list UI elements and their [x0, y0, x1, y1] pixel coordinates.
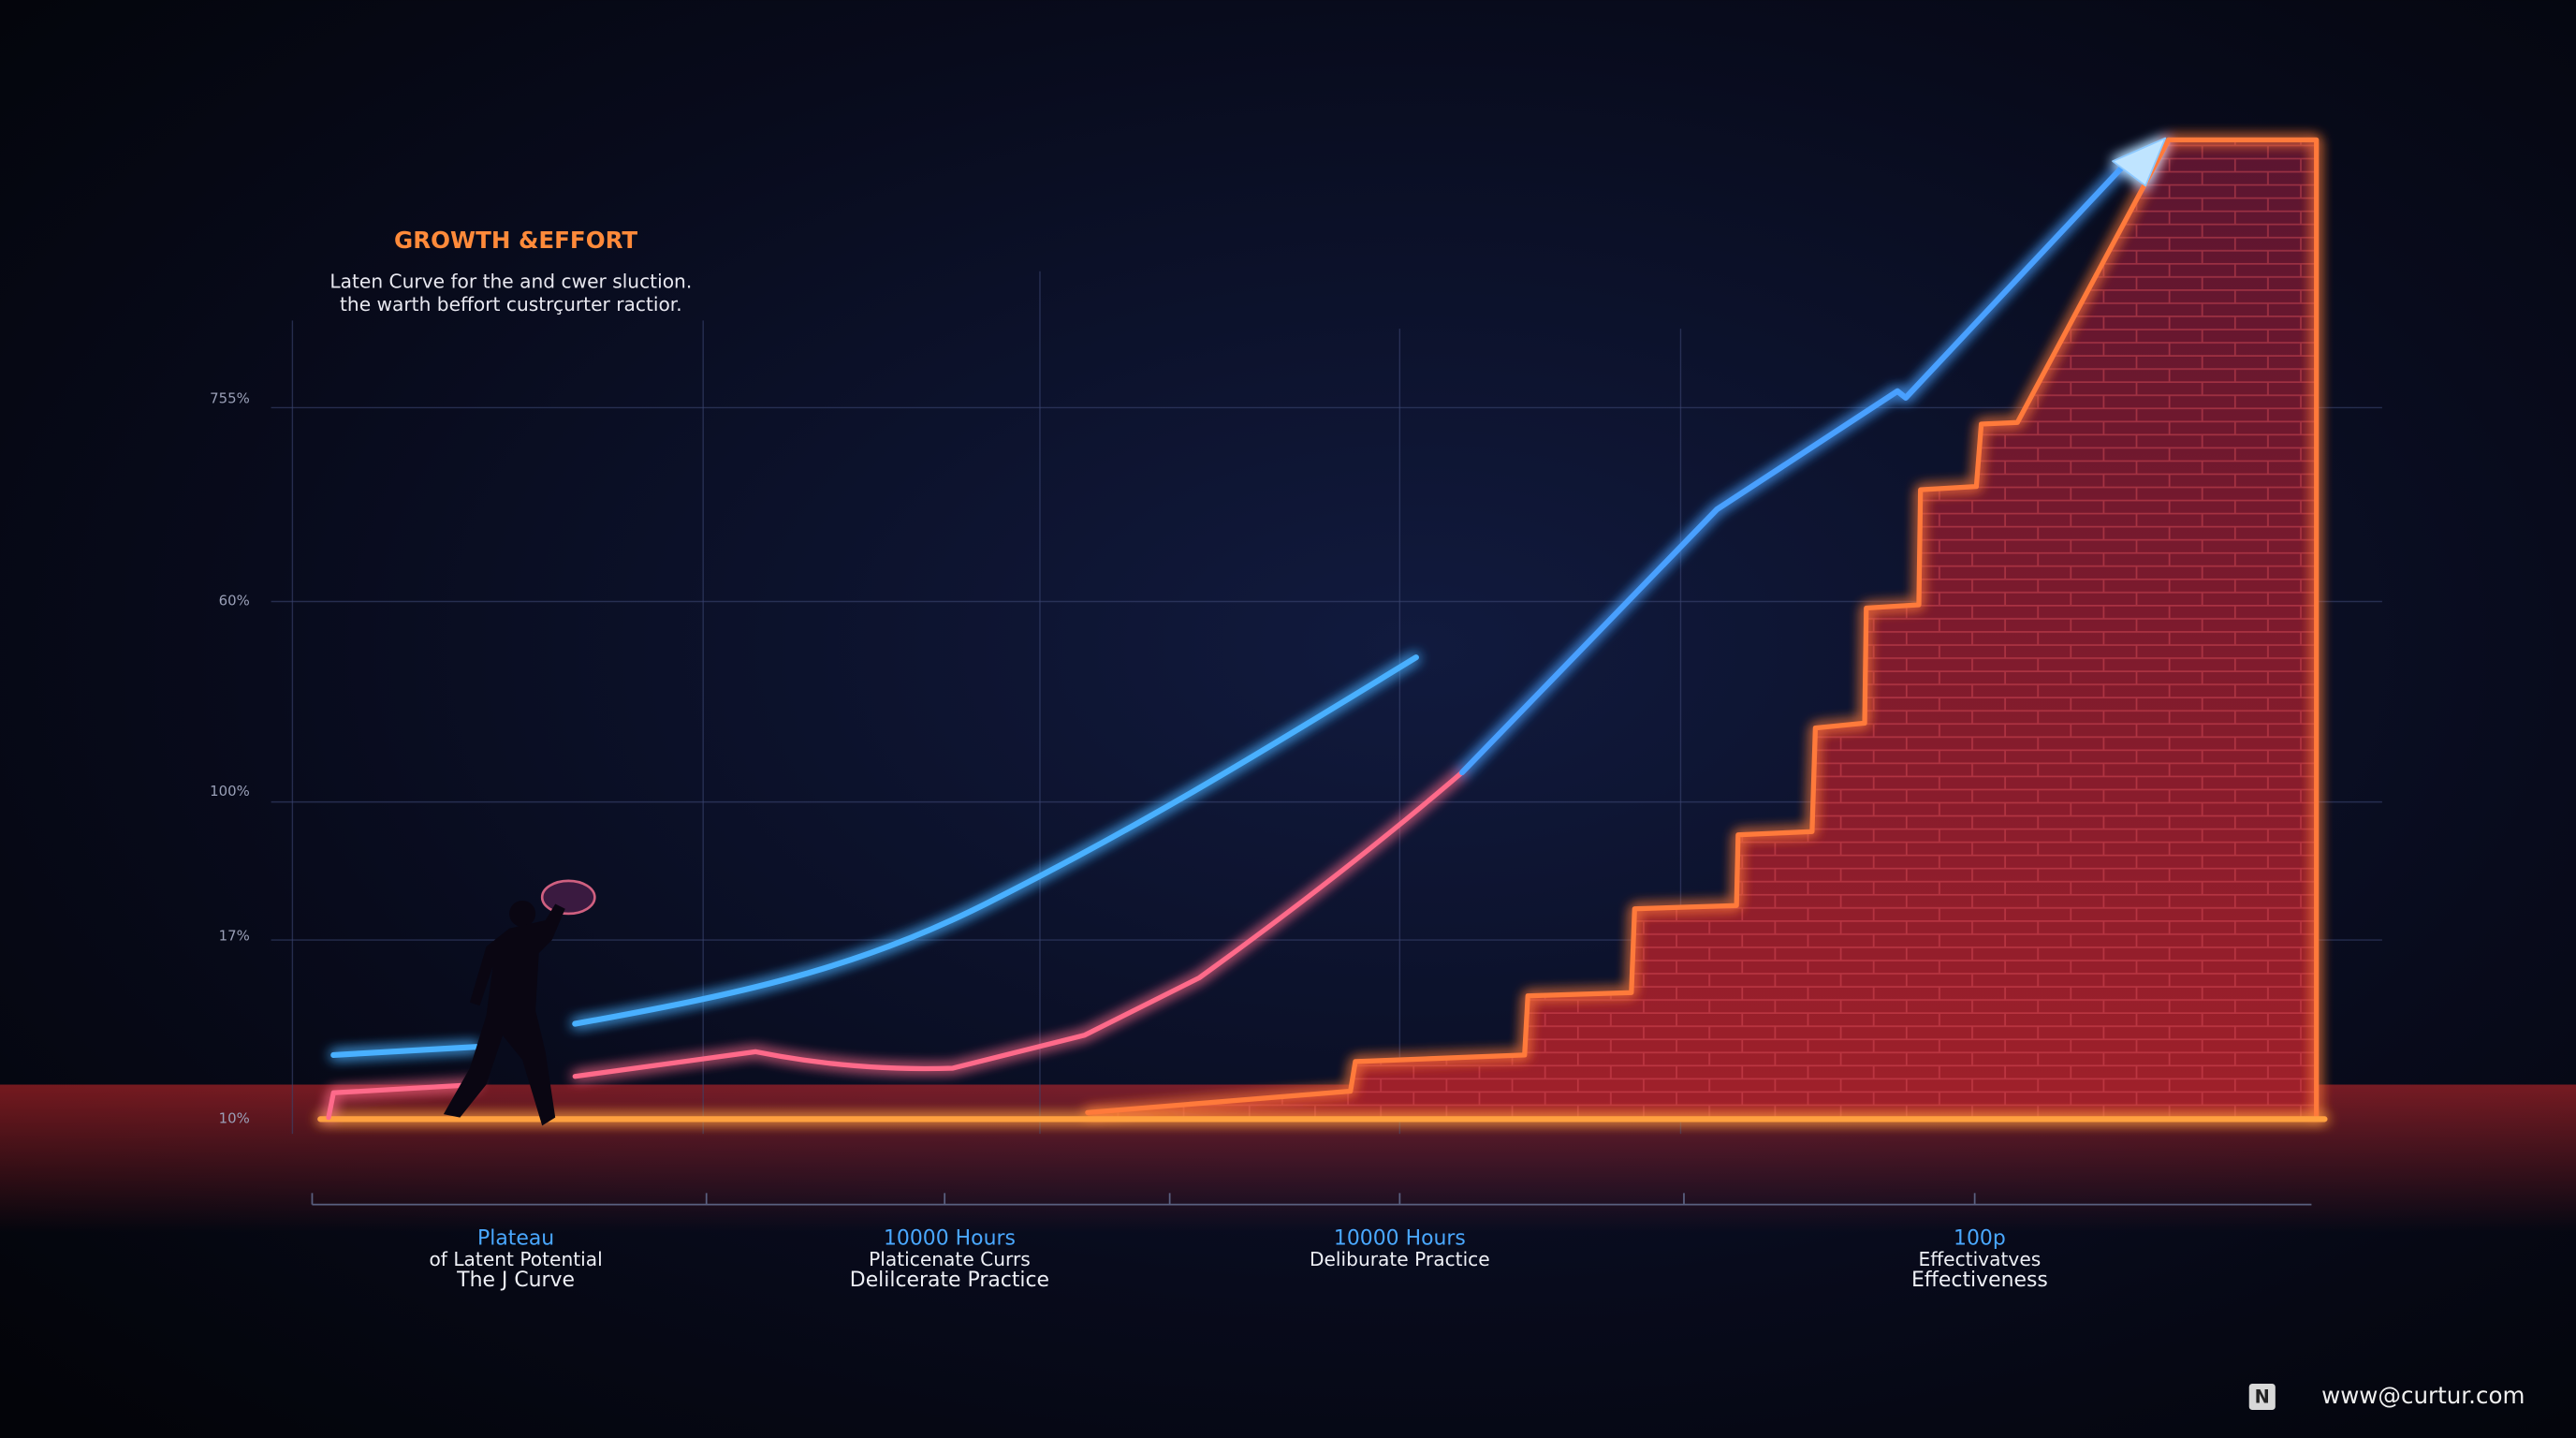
- latent-curve: [330, 654, 1419, 1058]
- watermark: www@curtur.com: [2321, 1382, 2525, 1409]
- stage-line: Delilcerate Practice: [850, 1269, 1049, 1292]
- y-label: 755%: [210, 390, 250, 407]
- stage-line: The J Curve: [456, 1269, 575, 1292]
- stage-line: Effectivatves: [1919, 1248, 2042, 1270]
- stage-line: of Latent Potential: [429, 1248, 602, 1270]
- y-label: 17%: [219, 928, 250, 945]
- brick-pattern: [1087, 139, 2317, 1120]
- ball: [540, 879, 596, 916]
- arrow-head: [2112, 137, 2167, 187]
- stage-heading: 100p: [1954, 1226, 2006, 1250]
- runner: [443, 879, 596, 1126]
- title: GROWTH &EFFORT: [394, 227, 637, 254]
- stage-heading: 10000 Hours: [1334, 1226, 1466, 1250]
- staircase: [1085, 137, 2320, 1122]
- watermark-icon: N: [2255, 1386, 2270, 1407]
- stage-line: Platicenate Currs: [869, 1248, 1031, 1270]
- y-labels: 755% 60% 100% 17% 10%: [210, 390, 250, 1127]
- y-label: 10%: [219, 1109, 250, 1126]
- growth-curve: [1458, 153, 2136, 776]
- x-axis: [311, 1193, 2312, 1206]
- runner-head: [509, 900, 536, 928]
- stage-heading: Plateau: [477, 1226, 554, 1250]
- stage-line: Deliburate Practice: [1310, 1248, 1490, 1270]
- subtitle-line: the warth beffort custrçurter ractior.: [340, 293, 682, 315]
- stage-heading: 10000 Hours: [884, 1226, 1016, 1250]
- y-label: 100%: [210, 783, 250, 800]
- y-label: 60%: [219, 593, 250, 609]
- curves: [317, 137, 2328, 1123]
- watermark-icon-box: [2248, 1383, 2276, 1411]
- subtitle-line: Laten Curve for the and cwer sluction.: [329, 271, 692, 293]
- stage-line: Effectiveness: [1911, 1269, 2048, 1292]
- runner-body: [443, 903, 565, 1126]
- effort-curve: [326, 770, 1465, 1121]
